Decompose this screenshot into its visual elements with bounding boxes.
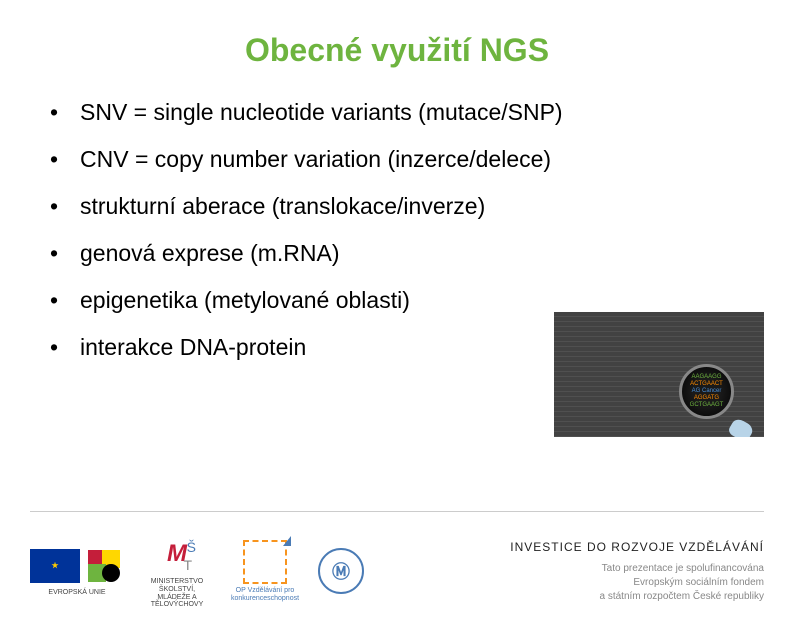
dna-sequence-image: AAGAAGG ACTGAACT AG Cancer AGGATG GCTGAA… (554, 312, 764, 437)
eu-flag-icon: ⋆ (30, 549, 80, 583)
msmt-logo: M Š T MINISTERSTVO ŠKOLSTVÍ, MLÁDEŽE A T… (142, 533, 212, 609)
footer-right-title: INVESTICE DO ROZVOJE VZDĚLÁVÁNÍ (510, 539, 764, 556)
opvk-icon (243, 540, 287, 584)
magnifier-icon: AAGAAGG ACTGAACT AG Cancer AGGATG GCTGAA… (679, 364, 744, 429)
mag-line: AGGATG (694, 395, 719, 402)
magnifier-lens: AAGAAGG ACTGAACT AG Cancer AGGATG GCTGAA… (679, 364, 734, 419)
mag-line: ACTGAACT (690, 381, 723, 388)
footer-divider (30, 511, 764, 512)
mag-line: GCTGAAGT (690, 402, 724, 409)
mu-logo: Ⓜ (318, 548, 364, 594)
bullet-item: strukturní aberace (translokace/inverze) (50, 193, 744, 220)
msmt-caption: MINISTERSTVO ŠKOLSTVÍ, MLÁDEŽE A TĚLOVÝC… (142, 578, 212, 609)
bullet-item: genová exprese (m.RNA) (50, 240, 744, 267)
eu-stars-icon: ⋆ (49, 555, 60, 576)
mag-line: AAGAAGG (691, 374, 721, 381)
footer-right-line: Evropským sociálním fondem (510, 576, 764, 590)
opvk-logo: OP Vzdělávání pro konkurenceschopnost (230, 540, 300, 602)
bullet-item: epigenetika (metylované oblasti) (50, 287, 744, 314)
eu-logo: ⋆ EVROPSKÁ UNIE (30, 546, 124, 597)
slide-title: Obecné využití NGS (0, 32, 794, 69)
footer-right-line: Tato prezentace je spolufinancována (510, 562, 764, 576)
bullet-item: SNV = single nucleotide variants (mutace… (50, 99, 744, 126)
eu-caption: EVROPSKÁ UNIE (48, 589, 105, 597)
footer-right-line: a státním rozpočtem České republiky (510, 590, 764, 604)
mu-icon: Ⓜ (318, 548, 364, 594)
mag-line: AG Cancer (692, 388, 722, 395)
msmt-icon: M Š T (156, 533, 198, 575)
footer: ⋆ EVROPSKÁ UNIE M Š T MINISTERSTVO ŠKOLS… (30, 533, 764, 609)
bullet-item: CNV = copy number variation (inzerce/del… (50, 146, 744, 173)
footer-right-text: INVESTICE DO ROZVOJE VZDĚLÁVÁNÍ Tato pre… (510, 539, 764, 604)
esf-logo-icon (84, 546, 124, 586)
